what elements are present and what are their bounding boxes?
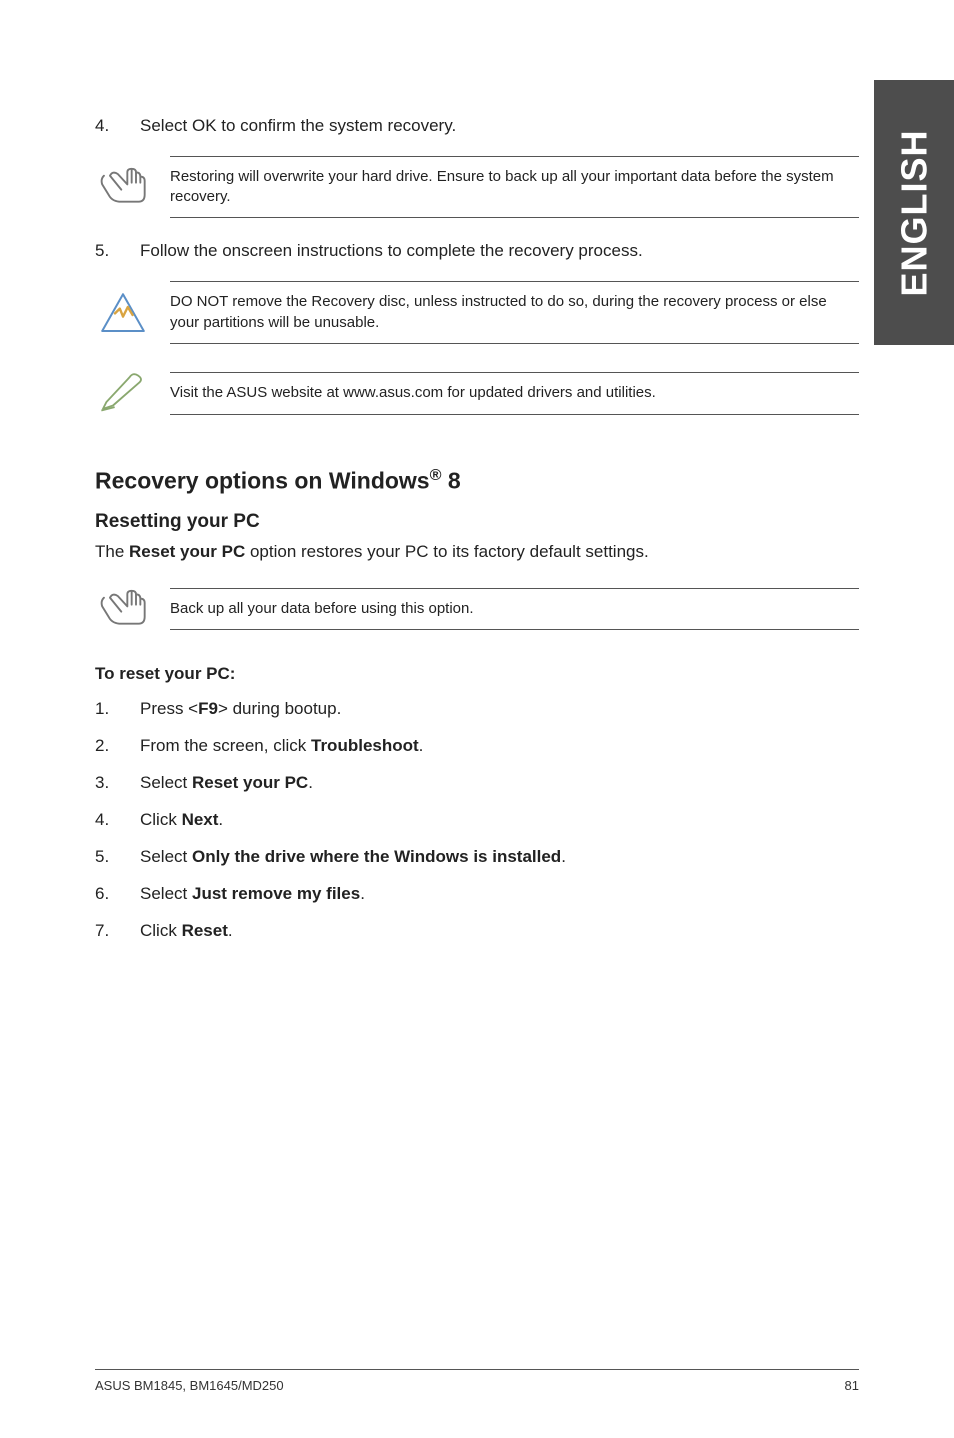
step-text: Click Next. (140, 809, 859, 832)
list-item: 7. Click Reset. (95, 920, 859, 943)
hand-icon (95, 581, 150, 636)
step-text: Press <F9> during bootup. (140, 698, 859, 721)
step-text: Select Just remove my files. (140, 883, 859, 906)
warning-icon (95, 285, 150, 340)
list-item: 5. Select Only the drive where the Windo… (95, 846, 859, 869)
note-visit-website: Visit the ASUS website at www.asus.com f… (95, 366, 859, 421)
section-title-pre: Recovery options on Windows (95, 468, 430, 494)
step-text: From the screen, click Troubleshoot. (140, 735, 859, 758)
section-title-post: 8 (441, 468, 460, 494)
note-text: DO NOT remove the Recovery disc, unless … (170, 281, 859, 344)
step-num: 5. (95, 846, 140, 869)
step-text: Follow the onscreen instructions to comp… (140, 240, 859, 263)
footer-page-number: 81 (845, 1378, 859, 1393)
subsection-title: Resetting your PC (95, 511, 859, 533)
page-content: 4. Select OK to confirm the system recov… (0, 0, 954, 943)
list-item: 1. Press <F9> during bootup. (95, 698, 859, 721)
note-backup: Back up all your data before using this … (95, 581, 859, 636)
step-num: 1. (95, 698, 140, 721)
hand-icon (95, 160, 150, 215)
paragraph-reset-pc: The Reset your PC option restores your P… (95, 541, 859, 564)
step-num: 4. (95, 115, 140, 138)
section-title: Recovery options on Windows® 8 (95, 466, 859, 495)
pen-icon (95, 366, 150, 421)
step-text: Select Reset your PC. (140, 772, 859, 795)
section-title-sup: ® (430, 466, 442, 484)
para-pre: The (95, 542, 129, 561)
para-post: option restores your PC to its factory d… (245, 542, 648, 561)
list-item: 3. Select Reset your PC. (95, 772, 859, 795)
para-bold: Reset your PC (129, 542, 245, 561)
note-text: Visit the ASUS website at www.asus.com f… (170, 372, 859, 414)
note-do-not-remove: DO NOT remove the Recovery disc, unless … (95, 281, 859, 344)
list-heading: To reset your PC: (95, 664, 859, 684)
step-text: Click Reset. (140, 920, 859, 943)
step-text: Select OK to confirm the system recovery… (140, 115, 859, 138)
list-item: 4. Click Next. (95, 809, 859, 832)
note-text: Restoring will overwrite your hard drive… (170, 156, 859, 219)
page-footer: ASUS BM1845, BM1645/MD250 81 (95, 1369, 859, 1393)
step-num: 2. (95, 735, 140, 758)
reset-steps-list: 1. Press <F9> during bootup. 2. From the… (95, 698, 859, 943)
note-restore-overwrite: Restoring will overwrite your hard drive… (95, 156, 859, 219)
note-text: Back up all your data before using this … (170, 588, 859, 630)
step-5: 5. Follow the onscreen instructions to c… (95, 240, 859, 263)
list-item: 6. Select Just remove my files. (95, 883, 859, 906)
step-num: 5. (95, 240, 140, 263)
step-num: 7. (95, 920, 140, 943)
step-num: 6. (95, 883, 140, 906)
step-4: 4. Select OK to confirm the system recov… (95, 115, 859, 138)
step-num: 4. (95, 809, 140, 832)
step-num: 3. (95, 772, 140, 795)
list-item: 2. From the screen, click Troubleshoot. (95, 735, 859, 758)
step-text: Select Only the drive where the Windows … (140, 846, 859, 869)
footer-left: ASUS BM1845, BM1645/MD250 (95, 1378, 284, 1393)
